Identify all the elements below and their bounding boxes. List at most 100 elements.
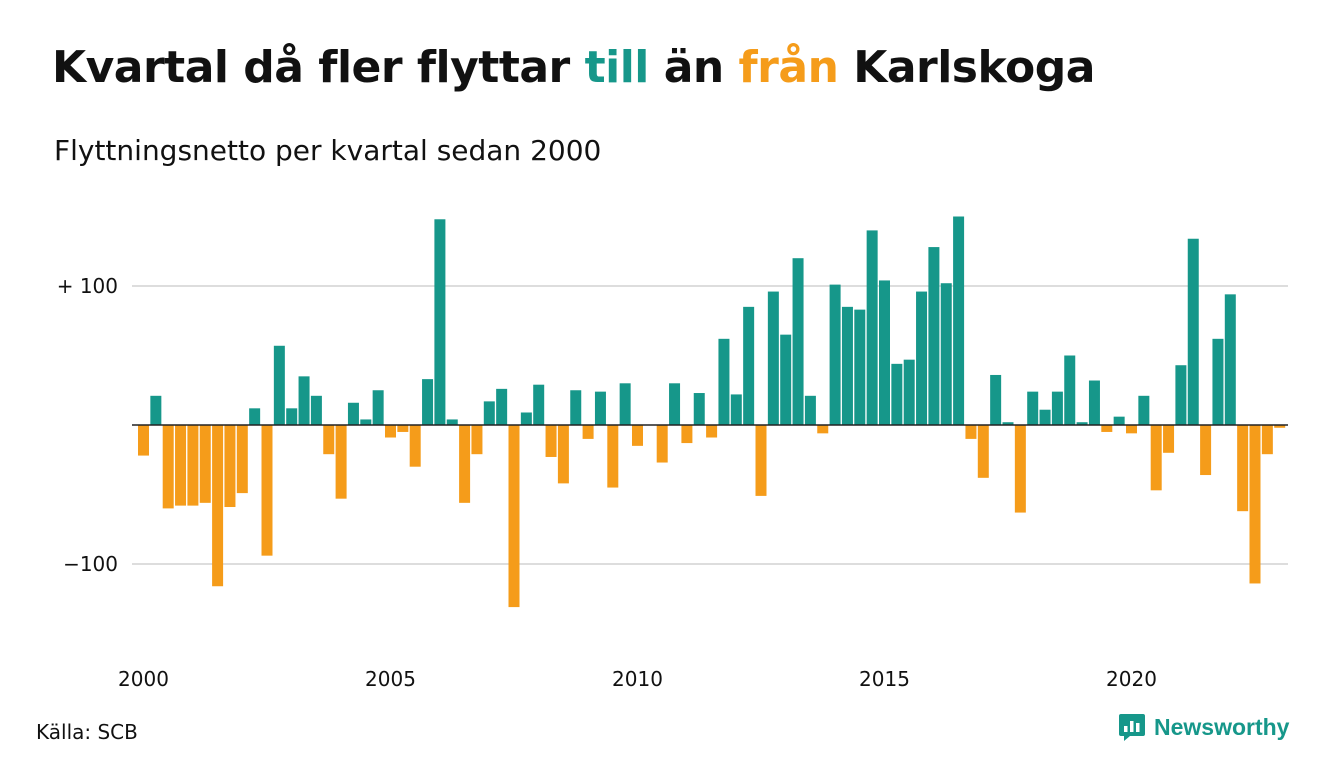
bar-2006-q2 [446,419,458,425]
bar-2019-q3 [1101,425,1113,432]
bar-2005-q4 [422,379,434,425]
x-tick-label: 2020 [1106,667,1157,691]
title-word-fran: från [738,42,839,93]
bar-2015-q3 [903,359,915,425]
bar-2006-q4 [471,425,483,455]
bar-2003-q1 [286,408,298,425]
bar-2017-q1 [977,425,989,478]
bar-2017-q2 [990,374,1002,425]
bar-2018-q3 [1051,391,1063,425]
bar-2002-q2 [249,408,261,425]
bar-2015-q4 [916,291,928,425]
x-tick-label: 2000 [118,667,169,691]
bar-2010-q1 [632,425,643,446]
bar-2021-q3 [1200,425,1212,476]
bar-2017-q4 [1014,425,1026,513]
bar-2017-q3 [1002,422,1014,425]
bar-2012-q4 [767,291,779,425]
bar-2020-q4 [1163,425,1175,453]
bar-2011-q2 [693,393,705,425]
bar-2018-q4 [1064,355,1076,425]
bar-2004-q1 [335,425,347,499]
bar-2004-q2 [347,402,359,425]
x-tick-label: 2015 [859,667,910,691]
bar-2021-q1 [1175,365,1187,425]
title-part-3: Karlskoga [853,42,1095,93]
bar-2001-q2 [199,425,211,503]
bar-2021-q2 [1187,238,1199,425]
bar-2020-q2 [1138,395,1150,425]
bar-2015-q2 [891,363,903,425]
bar-2011-q3 [706,425,718,438]
bar-2019-q1 [1076,422,1088,425]
bar-2000-q3 [162,425,174,509]
bar-2008-q2 [545,425,557,457]
y-tick-label: + 100 [57,274,118,298]
bar-2009-q3 [607,425,619,488]
bar-2022-q2 [1237,425,1249,512]
bar-2019-q2 [1088,380,1100,425]
bar-2000-q4 [175,425,187,506]
title-part-2: än [663,42,725,93]
bar-2021-q4 [1212,338,1224,425]
chart-title: Kvartal då fler flyttar till än från Kar… [52,42,1095,93]
bar-2012-q2 [743,306,755,425]
bar-2005-q1 [385,425,396,438]
bar-2015-q1 [879,280,890,425]
bar-2016-q4 [965,425,977,439]
bar-2006-q3 [459,425,471,503]
bar-2012-q1 [730,394,742,425]
chart-subtitle: Flyttningsnetto per kvartal sedan 2000 [54,134,602,167]
bar-2020-q1 [1126,425,1137,434]
title-word-till: till [584,42,650,93]
bar-2008-q1 [533,384,545,425]
bar-2011-q4 [718,338,730,425]
bar-2001-q1 [187,425,199,506]
x-tick-label: 2010 [612,667,663,691]
bar-2000-q1 [138,425,149,456]
bar-2022-q1 [1224,294,1236,425]
bar-2005-q2 [397,425,409,432]
bar-2022-q3 [1249,425,1261,584]
bar-2013-q2 [792,258,804,425]
bar-2008-q4 [570,390,582,425]
bar-2001-q3 [212,425,224,587]
bar-2020-q3 [1150,425,1162,491]
bar-2016-q1 [928,247,940,425]
bar-2013-q3 [804,395,816,425]
bar-2016-q3 [953,216,965,425]
title-part-1: Kvartal då fler flyttar [52,42,570,93]
bar-2013-q1 [780,334,792,425]
bar-2004-q4 [372,390,384,425]
source-note: Källa: SCB [36,720,138,744]
grid-lines [132,285,1288,565]
logo-text: Newsworthy [1154,713,1290,740]
bar-2009-q1 [582,425,594,439]
bar-series [138,216,1286,608]
bar-2005-q3 [409,425,421,467]
bar-2012-q3 [755,425,767,496]
y-tick-label: −100 [63,552,118,576]
bar-2014-q3 [854,309,866,425]
bar-2013-q4 [817,425,829,434]
axis-labels: + 100 −100 2000 2005 2010 2015 2020 [57,274,1157,691]
bar-2007-q4 [520,412,532,425]
bar-2009-q2 [594,391,606,425]
bar-2000-q2 [150,395,162,425]
bar-2023-q1 [1274,425,1286,428]
bar-2011-q1 [681,425,693,444]
bar-2002-q1 [236,425,248,494]
bar-2003-q2 [298,376,310,425]
newsworthy-logo: Newsworthy [1118,712,1289,742]
bar-2010-q3 [656,425,668,463]
x-tick-label: 2005 [365,667,416,691]
bar-2014-q2 [841,306,853,425]
bar-2016-q2 [940,283,952,425]
newsworthy-chat-bars-icon [1119,714,1145,741]
bar-2002-q3 [261,425,273,556]
bar-2014-q4 [866,230,878,425]
bar-2009-q4 [619,383,631,425]
bar-2010-q4 [669,383,681,425]
bar-2018-q1 [1027,391,1039,425]
